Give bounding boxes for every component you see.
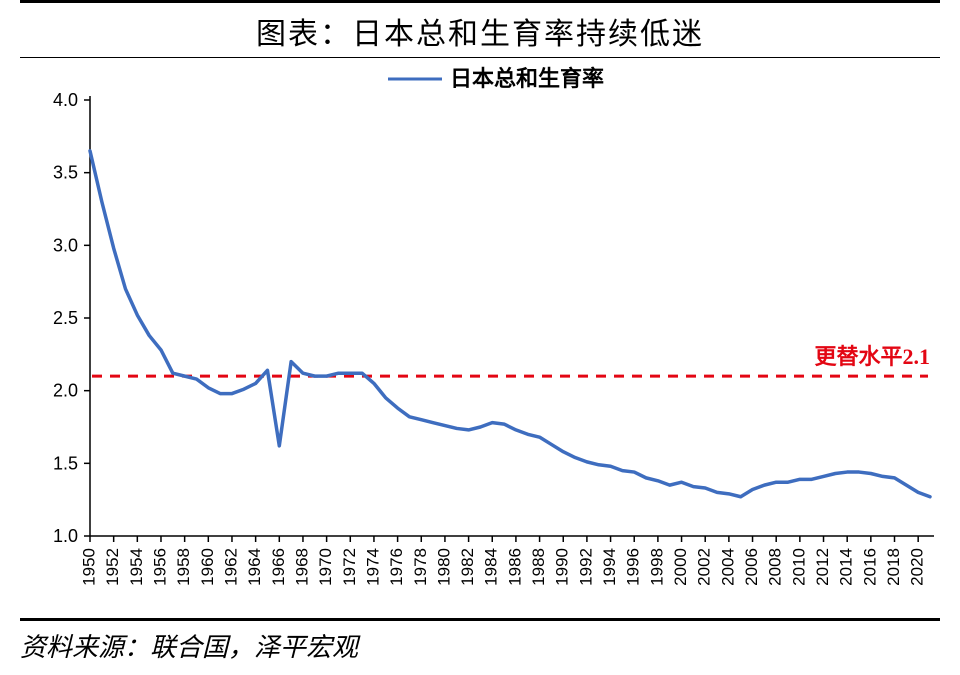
svg-text:2002: 2002 [695,548,714,586]
svg-text:1956: 1956 [150,548,169,586]
svg-text:1960: 1960 [198,548,217,586]
svg-text:1958: 1958 [174,548,193,586]
svg-text:1952: 1952 [103,548,122,586]
source-row: 资料来源：联合国，泽平宏观 [20,618,940,664]
source-text: 资料来源：联合国，泽平宏观 [20,633,358,662]
svg-text:3.5: 3.5 [53,163,78,183]
svg-text:1986: 1986 [505,548,524,586]
svg-text:2012: 2012 [813,548,832,586]
svg-text:1996: 1996 [624,548,643,586]
svg-text:1978: 1978 [411,548,430,586]
svg-text:1990: 1990 [553,548,572,586]
svg-text:1998: 1998 [647,548,666,586]
svg-text:2.0: 2.0 [53,381,78,401]
line-chart-svg: 1.0 1.5 2.0 2.5 3.0 3.5 4.0 1950 1952 19541956 195… [20,58,940,618]
svg-text:1.0: 1.0 [53,526,78,546]
svg-text:1964: 1964 [245,548,264,586]
svg-text:1970: 1970 [316,548,335,586]
svg-text:1950: 1950 [79,548,98,586]
svg-text:1980: 1980 [434,548,453,586]
svg-text:更替水平2.1: 更替水平2.1 [814,344,930,369]
svg-text:日本总和生育率: 日本总和生育率 [450,66,604,91]
svg-text:1972: 1972 [340,548,359,586]
svg-text:2004: 2004 [718,548,737,586]
svg-text:3.0: 3.0 [53,235,78,255]
chart-area: 1.0 1.5 2.0 2.5 3.0 3.5 4.0 1950 1952 19541956 195… [20,58,940,618]
svg-text:1968: 1968 [292,548,311,586]
svg-text:4.0: 4.0 [53,90,78,110]
svg-text:2018: 2018 [884,548,903,586]
svg-text:1988: 1988 [529,548,548,586]
svg-text:2016: 2016 [860,548,879,586]
chart-title-row: 图表：日本总和生育率持续低迷 [20,0,940,58]
svg-text:1966: 1966 [269,548,288,586]
svg-text:2.5: 2.5 [53,308,78,328]
svg-text:1954: 1954 [127,548,146,586]
svg-text:1.5: 1.5 [53,453,78,473]
svg-text:1982: 1982 [458,548,477,586]
svg-text:1976: 1976 [387,548,406,586]
svg-text:1984: 1984 [482,548,501,586]
svg-text:2010: 2010 [789,548,808,586]
svg-text:2008: 2008 [766,548,785,586]
svg-text:1994: 1994 [600,548,619,586]
chart-title: 图表：日本总和生育率持续低迷 [256,18,704,51]
svg-text:2020: 2020 [908,548,927,586]
svg-text:2000: 2000 [671,548,690,586]
svg-text:1992: 1992 [576,548,595,586]
svg-text:1974: 1974 [363,548,382,586]
svg-text:2006: 2006 [742,548,761,586]
svg-text:2014: 2014 [837,548,856,586]
svg-text:1962: 1962 [221,548,240,586]
